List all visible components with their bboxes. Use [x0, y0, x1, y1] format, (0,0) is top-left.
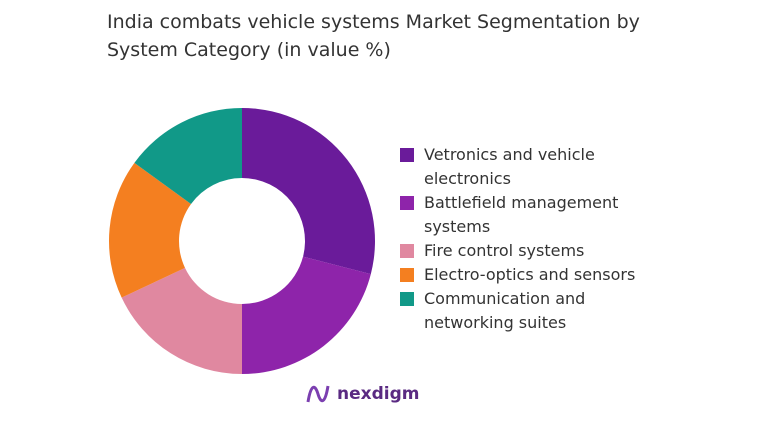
legend-entry: Electro-optics and sensors	[400, 263, 650, 287]
legend-entry: Battlefield management systems	[400, 191, 650, 239]
donut-segment	[109, 162, 192, 298]
brand-logo: nexdigm	[305, 382, 419, 406]
legend-swatch	[400, 148, 414, 162]
legend-label: Battlefield management systems	[424, 193, 619, 236]
brand-text: nexdigm	[337, 384, 420, 404]
legend-label: Vetronics and vehicle electronics	[424, 145, 595, 188]
legend-entry: Fire control systems	[400, 239, 650, 263]
donut-segment	[134, 108, 242, 204]
legend-entry: Vetronics and vehicle electronics	[400, 143, 650, 191]
legend-label: Fire control systems	[424, 241, 585, 260]
legend-label: Electro-optics and sensors	[424, 265, 636, 284]
legend-swatch	[400, 196, 414, 210]
donut-segment	[242, 108, 376, 275]
legend-label: Communication and networking suites	[424, 289, 586, 332]
legend-entry: Communication and networking suites	[400, 287, 650, 335]
legend-swatch	[400, 292, 414, 306]
brand-icon	[306, 385, 330, 403]
chart-title: India combats vehicle systems Market Seg…	[107, 11, 640, 61]
legend-swatch	[400, 268, 414, 282]
legend: Vetronics and vehicle electronics Battlef…	[400, 143, 650, 335]
legend-swatch	[400, 244, 414, 258]
donut-segment	[242, 256, 371, 374]
donut-segment	[121, 267, 242, 374]
